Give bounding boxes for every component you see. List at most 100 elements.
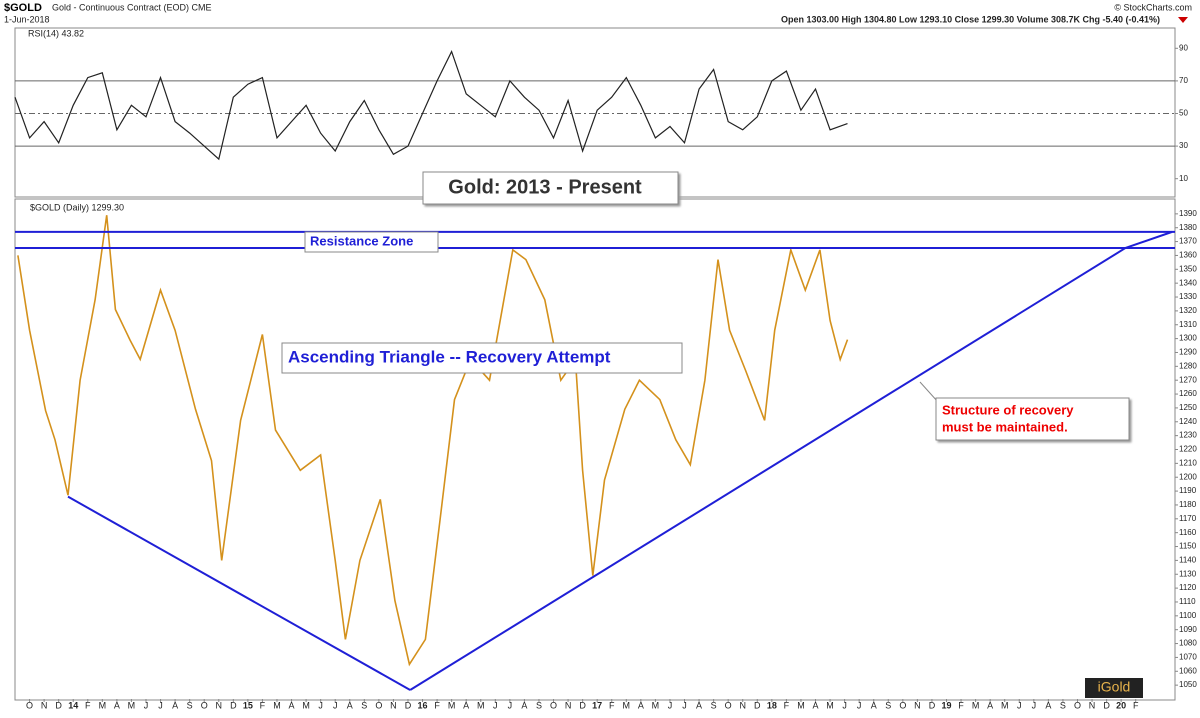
y-tick-label: 1340 bbox=[1179, 278, 1197, 287]
x-tick-label: S bbox=[361, 700, 367, 710]
x-tick-label: N bbox=[390, 700, 397, 710]
x-tick-label: J bbox=[144, 700, 149, 710]
y-tick-label: 1100 bbox=[1179, 611, 1197, 620]
x-tick-label: J bbox=[333, 700, 338, 710]
y-tick-label: 90 bbox=[1179, 43, 1188, 52]
x-tick-label: J bbox=[682, 700, 687, 710]
y-tick-label: 1380 bbox=[1179, 223, 1197, 232]
x-tick-label: M bbox=[652, 700, 660, 710]
x-tick-label: M bbox=[448, 700, 456, 710]
x-tick-label: O bbox=[26, 700, 33, 710]
price-line bbox=[17, 215, 849, 667]
price-frame bbox=[14, 198, 1176, 701]
y-tick-label: 70 bbox=[1179, 76, 1188, 85]
x-tick-label: D bbox=[1103, 700, 1110, 710]
x-tick-label: A bbox=[347, 700, 353, 710]
y-tick-label: 1120 bbox=[1179, 583, 1197, 592]
x-tick-label: M bbox=[826, 700, 834, 710]
x-tick-label: N bbox=[41, 700, 48, 710]
y-tick-label: 1210 bbox=[1179, 458, 1197, 467]
x-tick-label: J bbox=[857, 700, 862, 710]
y-tick-label: 50 bbox=[1179, 109, 1188, 118]
x-tick-label: D bbox=[579, 700, 586, 710]
x-tick-label: J bbox=[1017, 700, 1022, 710]
x-tick-label: A bbox=[172, 700, 178, 710]
instrument-name: Gold - Continuous Contract (EOD) CME bbox=[52, 2, 212, 12]
x-tick-label: S bbox=[1060, 700, 1066, 710]
x-tick-label: M bbox=[1001, 700, 1009, 710]
y-tick-label: 1280 bbox=[1179, 361, 1197, 370]
y-tick-label: 1370 bbox=[1179, 237, 1197, 246]
y-tick-label: 1250 bbox=[1179, 403, 1197, 412]
y-tick-label: 1140 bbox=[1179, 555, 1197, 564]
x-tick-label: A bbox=[812, 700, 818, 710]
y-tick-label: 1260 bbox=[1179, 389, 1197, 398]
x-tick-label: M bbox=[273, 700, 281, 710]
y-tick-label: 1230 bbox=[1179, 431, 1197, 440]
y-tick-label: 1150 bbox=[1179, 542, 1197, 551]
x-tick-label: F bbox=[434, 700, 440, 710]
x-tick-label: A bbox=[521, 700, 527, 710]
x-tick-label: D bbox=[405, 700, 412, 710]
x-tick-label: O bbox=[1074, 700, 1081, 710]
y-tick-label: 1240 bbox=[1179, 417, 1197, 426]
pattern-label: Ascending Triangle -- Recovery Attempt bbox=[288, 347, 611, 366]
resistance-box bbox=[304, 231, 439, 253]
x-tick-label: F bbox=[1133, 700, 1139, 710]
x-tick-label: F bbox=[260, 700, 266, 710]
x-tick-label: A bbox=[463, 700, 469, 710]
title-box: Gold: 2013 - Present bbox=[422, 171, 679, 205]
x-tick-label: 16 bbox=[418, 700, 428, 710]
x-tick-label: F bbox=[609, 700, 615, 710]
note-box bbox=[935, 397, 1130, 441]
price-line bbox=[14, 50, 848, 161]
down-arrow bbox=[1178, 17, 1188, 23]
y-tick-label: 1360 bbox=[1179, 251, 1197, 260]
y-tick-label: 1090 bbox=[1179, 625, 1197, 634]
x-tick-label: A bbox=[1045, 700, 1051, 710]
y-tick-label: 1220 bbox=[1179, 445, 1197, 454]
x-tick-label: M bbox=[972, 700, 980, 710]
y-tick-label: 1290 bbox=[1179, 348, 1197, 357]
x-tick-label: D bbox=[754, 700, 761, 710]
x-tick-label: O bbox=[899, 700, 906, 710]
x-tick-label: F bbox=[784, 700, 790, 710]
y-tick-label: 1160 bbox=[1179, 528, 1197, 537]
x-tick-label: 18 bbox=[767, 700, 777, 710]
y-tick-label: 1130 bbox=[1179, 569, 1197, 578]
callout-line bbox=[919, 381, 939, 403]
x-tick-label: 17 bbox=[592, 700, 602, 710]
price-label: $GOLD (Daily) 1299.30 bbox=[30, 202, 124, 212]
x-tick-label: N bbox=[914, 700, 921, 710]
note-line: must be maintained. bbox=[942, 419, 1068, 434]
x-tick-label: S bbox=[536, 700, 542, 710]
x-tick-label: O bbox=[375, 700, 382, 710]
y-tick-label: 1180 bbox=[1179, 500, 1197, 509]
x-tick-label: S bbox=[711, 700, 717, 710]
x-tick-label: M bbox=[128, 700, 136, 710]
x-tick-label: M bbox=[99, 700, 107, 710]
x-tick-label: S bbox=[187, 700, 193, 710]
trendline bbox=[409, 247, 1127, 691]
y-tick-label: 1070 bbox=[1179, 653, 1197, 662]
rsi-label: RSI(14) 43.82 bbox=[28, 28, 84, 38]
y-tick-label: 1310 bbox=[1179, 320, 1197, 329]
y-tick-label: 1200 bbox=[1179, 472, 1197, 481]
x-tick-label: M bbox=[302, 700, 310, 710]
x-tick-label: O bbox=[550, 700, 557, 710]
x-tick-label: N bbox=[1089, 700, 1096, 710]
x-tick-label: A bbox=[871, 700, 877, 710]
x-tick-label: A bbox=[696, 700, 702, 710]
y-tick-label: 1390 bbox=[1179, 209, 1197, 218]
y-tick-label: 10 bbox=[1179, 174, 1188, 183]
x-tick-label: N bbox=[216, 700, 223, 710]
x-tick-label: F bbox=[958, 700, 964, 710]
x-tick-label: N bbox=[565, 700, 572, 710]
y-tick-label: 1080 bbox=[1179, 639, 1197, 648]
title: Gold: 2013 - Present bbox=[448, 176, 642, 198]
x-tick-label: A bbox=[987, 700, 993, 710]
x-tick-label: M bbox=[477, 700, 485, 710]
x-tick-label: D bbox=[230, 700, 237, 710]
